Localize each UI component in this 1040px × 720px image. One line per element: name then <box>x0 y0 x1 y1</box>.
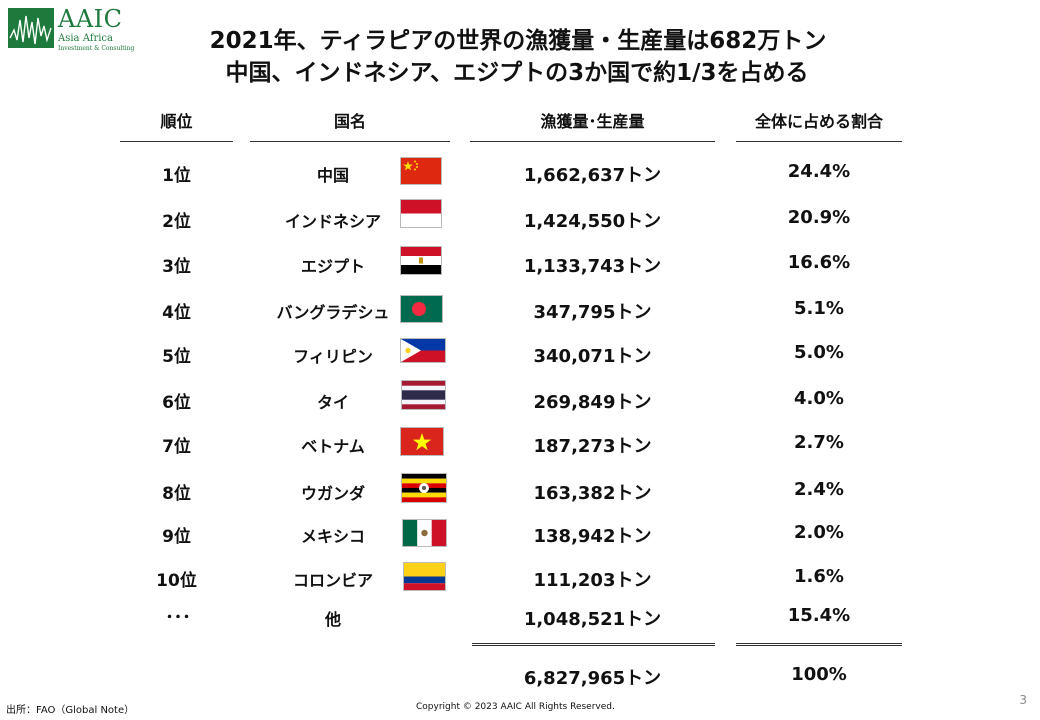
mexico-flag-icon <box>402 519 447 547</box>
logo-line2: Investment & Consulting <box>58 45 135 52</box>
row-amount: 187,273トン <box>533 436 652 457</box>
page-title-line1: 2021年、ティラピアの世界の漁獲量・生産量は682万トン <box>209 28 827 54</box>
philippines-flag-icon <box>400 338 446 363</box>
source-note: 出所：FAO（Global Note） <box>6 705 135 716</box>
row-share: 5.0% <box>794 342 844 363</box>
total-share: 100% <box>791 664 847 685</box>
row-amount: 1,424,550トン <box>523 211 662 232</box>
total-amount: 6,827,965トン <box>523 668 662 689</box>
indonesia-flag-icon <box>400 199 442 228</box>
row-amount: 111,203トン <box>533 570 652 591</box>
colombia-flag-icon <box>403 562 446 591</box>
row-country: コロンビア <box>292 571 373 590</box>
row-share: 2.0% <box>794 522 844 543</box>
header-rule-rank <box>120 141 233 142</box>
row-share: 4.0% <box>794 388 844 409</box>
header-rule-amount <box>470 141 715 142</box>
row-share: 24.4% <box>787 161 851 182</box>
header-amount: 漁獲量･生産量 <box>540 112 645 131</box>
row-rank: 7位 <box>162 437 191 457</box>
row-rank: 6位 <box>162 393 191 413</box>
uganda-flag-icon <box>401 473 447 503</box>
vietnam-flag-icon <box>400 427 444 456</box>
row-share: 2.4% <box>794 479 844 500</box>
other-rank: ･･･ <box>165 608 191 628</box>
row-rank: 5位 <box>162 347 191 367</box>
row-country: バングラデシュ <box>276 303 390 322</box>
header-share: 全体に占める割合 <box>754 112 883 131</box>
row-share: 20.9% <box>787 207 851 228</box>
row-country: フィリピン <box>293 347 373 366</box>
other-country: 他 <box>324 610 341 629</box>
logo-name: AAIC <box>58 5 123 33</box>
header-rule-country <box>250 141 450 142</box>
row-rank: 8位 <box>162 484 191 504</box>
row-rank: 2位 <box>162 212 191 232</box>
logo-line1: Asia Africa <box>58 33 113 44</box>
page-number: 3 <box>1019 693 1027 707</box>
bangladesh-flag-icon <box>400 295 443 323</box>
row-country: エジプト <box>300 257 365 276</box>
row-country: ベトナム <box>301 437 365 456</box>
thailand-flag-icon <box>401 380 446 410</box>
row-amount: 347,795トン <box>533 302 652 323</box>
total-rule-share <box>736 643 902 646</box>
other-amount: 1,048,521トン <box>523 609 662 630</box>
header-rank: 順位 <box>160 112 193 131</box>
total-rule-amount <box>472 643 715 646</box>
row-rank: 10位 <box>156 571 197 591</box>
logo-mark-icon <box>8 8 54 48</box>
row-country: タイ <box>316 393 349 412</box>
row-amount: 269,849トン <box>533 392 652 413</box>
page-title-line2: 中国、インドネシア、エジプトの3か国で約1/3を占める <box>225 60 809 86</box>
header-country: 国名 <box>333 112 366 131</box>
row-country: メキシコ <box>300 527 365 546</box>
row-share: 2.7% <box>794 432 844 453</box>
row-amount: 138,942トン <box>533 526 652 547</box>
row-share: 1.6% <box>794 566 844 587</box>
row-rank: 9位 <box>162 527 191 547</box>
row-rank: 1位 <box>162 166 191 186</box>
row-country: インドネシア <box>284 212 381 231</box>
row-share: 16.6% <box>787 252 851 273</box>
header-rule-share <box>736 141 902 142</box>
other-share: 15.4% <box>787 605 851 626</box>
row-amount: 1,133,743トン <box>523 256 662 277</box>
row-country: 中国 <box>316 166 349 185</box>
row-rank: 4位 <box>162 303 191 323</box>
row-amount: 1,662,637トン <box>523 165 662 186</box>
aaic-logo: AAIC Asia Africa Investment & Consulting <box>8 5 135 52</box>
china-flag-icon <box>400 157 442 185</box>
egypt-flag-icon <box>400 246 442 275</box>
row-amount: 163,382トン <box>533 483 652 504</box>
row-country: ウガンダ <box>300 484 365 503</box>
copyright: Copyright © 2023 AAIC All Rights Reserve… <box>416 702 615 712</box>
row-amount: 340,071トン <box>533 346 652 367</box>
row-share: 5.1% <box>794 298 844 319</box>
row-rank: 3位 <box>162 257 191 277</box>
